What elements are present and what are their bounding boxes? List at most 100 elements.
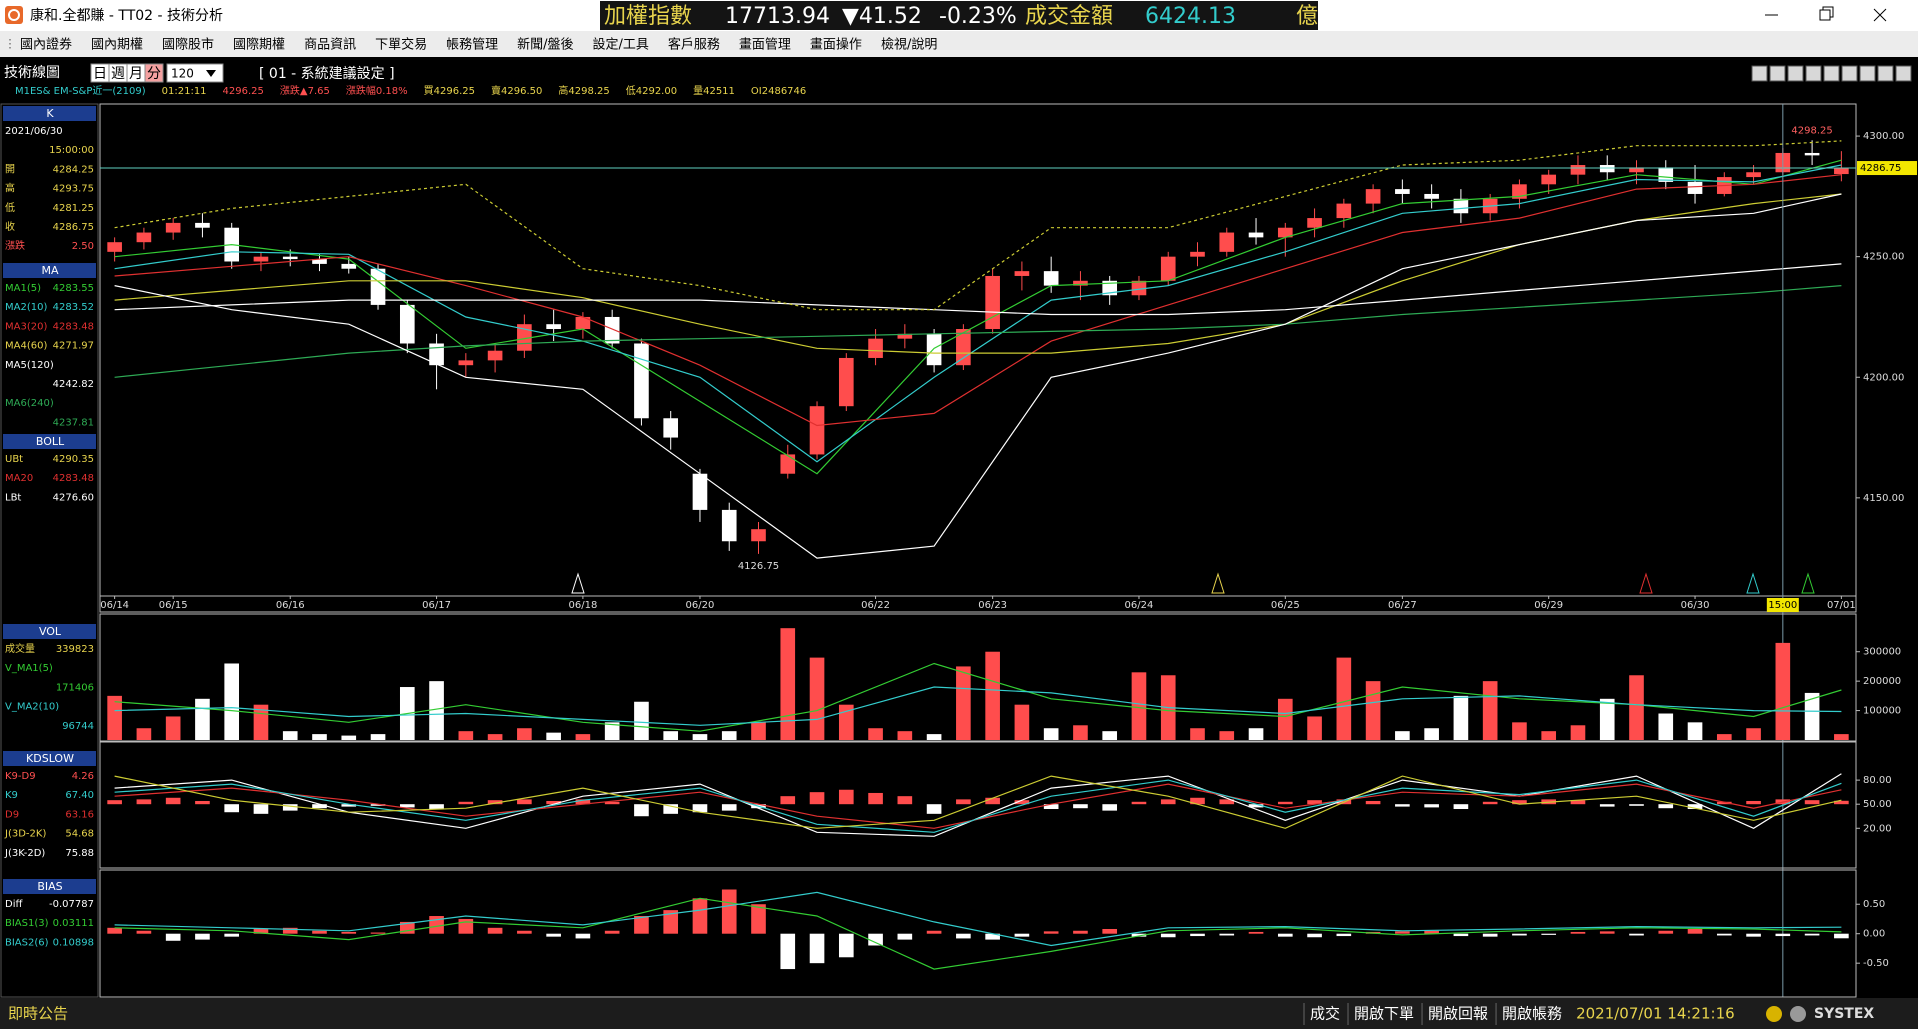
tool-icon[interactable] bbox=[1805, 65, 1822, 82]
bar bbox=[838, 704, 854, 740]
bar bbox=[1804, 933, 1820, 936]
bar bbox=[1014, 704, 1030, 740]
candle-body bbox=[1307, 218, 1322, 228]
side-value: 4293.75 bbox=[53, 184, 94, 195]
tool-icon[interactable] bbox=[1769, 65, 1786, 82]
restore-button[interactable] bbox=[1804, 2, 1848, 29]
index-value: 17713.94 bbox=[725, 4, 830, 29]
menu-item[interactable]: 新聞/盤後 bbox=[517, 37, 573, 53]
menu-item[interactable]: 畫面操作 bbox=[810, 37, 862, 53]
bar bbox=[107, 800, 122, 805]
bar bbox=[370, 804, 386, 806]
menu-item[interactable]: 國內期權 bbox=[91, 38, 143, 53]
bar bbox=[1131, 672, 1147, 740]
close-button[interactable] bbox=[1860, 2, 1910, 29]
candle-body bbox=[721, 509, 737, 542]
menu-item[interactable]: 下單交易 bbox=[375, 37, 427, 53]
side-label: BIAS2(6) bbox=[5, 937, 49, 948]
candle-body bbox=[1131, 280, 1147, 296]
bar bbox=[1687, 722, 1703, 740]
bar bbox=[1541, 731, 1557, 740]
period-label[interactable]: 日 bbox=[93, 66, 107, 82]
side-label: 成交量 bbox=[5, 642, 35, 655]
menu-item[interactable]: 商品資訊 bbox=[304, 38, 356, 53]
menu-item[interactable]: 檢視/說明 bbox=[881, 37, 937, 53]
period-button[interactable] bbox=[144, 63, 164, 83]
count-select[interactable] bbox=[166, 63, 224, 83]
tool-icon[interactable] bbox=[1787, 65, 1804, 82]
y-tick-label: 0.00 bbox=[1863, 929, 1885, 940]
side-header-title: BOLL bbox=[36, 435, 65, 448]
candle-body bbox=[546, 324, 561, 330]
candle-body bbox=[1746, 172, 1761, 178]
menu-item[interactable]: 國際期權 bbox=[233, 38, 285, 53]
period-label[interactable]: 月 bbox=[129, 66, 143, 82]
x-tick-label: 06/14 bbox=[100, 600, 129, 611]
tool-icon[interactable] bbox=[1895, 65, 1912, 82]
side-label: MA4(60) bbox=[5, 341, 47, 352]
tool-icon[interactable] bbox=[1751, 65, 1768, 82]
restore-hit[interactable] bbox=[1804, 2, 1848, 29]
bar bbox=[341, 735, 357, 740]
period-label[interactable]: 週 bbox=[111, 66, 125, 82]
toolbar-tab: 技術線圖 bbox=[4, 65, 60, 81]
select-arrow bbox=[206, 70, 216, 77]
bar bbox=[1014, 800, 1030, 805]
panel-frame bbox=[99, 613, 1857, 742]
count-value[interactable]: 120 bbox=[171, 67, 194, 81]
quote-field: 賣4296.50 bbox=[491, 84, 542, 97]
side-label: MA1(5) bbox=[5, 283, 41, 294]
index-change-pct: -0.23% bbox=[939, 4, 1017, 29]
bar bbox=[370, 932, 386, 934]
bar bbox=[1804, 800, 1820, 805]
side-value: 2.50 bbox=[72, 241, 94, 252]
menu-item[interactable]: 客戶服務 bbox=[668, 37, 720, 53]
menu-item[interactable]: 帳務管理 bbox=[446, 38, 498, 53]
side-label: 低 bbox=[5, 201, 15, 214]
bar bbox=[1336, 657, 1352, 740]
brand-label: SYSTEX bbox=[1814, 1006, 1874, 1022]
bar bbox=[868, 728, 883, 740]
bar bbox=[838, 933, 854, 958]
tool-icon[interactable] bbox=[1823, 65, 1840, 82]
status-action[interactable]: 開啟帳務 bbox=[1502, 1005, 1562, 1023]
bar bbox=[195, 698, 210, 740]
notice-label[interactable]: 即時公告 bbox=[8, 1005, 68, 1023]
menu-item[interactable]: 國際股市 bbox=[162, 37, 214, 53]
menu-item[interactable]: 設定/工具 bbox=[593, 37, 649, 53]
bar bbox=[1482, 801, 1498, 805]
bar bbox=[546, 732, 561, 740]
status-action[interactable]: 成交 bbox=[1310, 1005, 1340, 1023]
close-hit[interactable] bbox=[1860, 2, 1910, 29]
signal-marker bbox=[1211, 572, 1225, 594]
tool-icon[interactable] bbox=[1841, 65, 1858, 82]
menu-item[interactable]: 畫面管理 bbox=[739, 38, 791, 53]
tool-icon[interactable] bbox=[1877, 65, 1894, 82]
minimize-button[interactable] bbox=[1750, 2, 1794, 29]
tool-icon[interactable] bbox=[1859, 65, 1876, 82]
bar bbox=[1834, 933, 1849, 939]
side-label: V_MA2(10) bbox=[5, 702, 59, 713]
bar bbox=[1248, 931, 1264, 934]
bar bbox=[1599, 698, 1615, 740]
status-action[interactable]: 開啟下單 bbox=[1354, 1005, 1414, 1023]
bar bbox=[1687, 928, 1703, 934]
bar bbox=[1131, 801, 1147, 805]
indicator-line bbox=[114, 775, 1842, 829]
bar bbox=[956, 799, 971, 805]
side-header-title: MA bbox=[41, 264, 58, 277]
side-value: 4284.25 bbox=[53, 164, 94, 175]
candle-body bbox=[1073, 280, 1088, 286]
bar bbox=[897, 731, 913, 740]
bar bbox=[692, 804, 708, 813]
menu-item[interactable]: 國內證券 bbox=[20, 37, 72, 53]
cursor-tag bbox=[1766, 598, 1799, 612]
status-action[interactable]: 開啟回報 bbox=[1428, 1005, 1488, 1023]
candle-body bbox=[1687, 181, 1703, 194]
candle-body bbox=[663, 418, 679, 438]
side-value: 4.26 bbox=[72, 771, 94, 782]
period-label[interactable]: 分 bbox=[147, 66, 161, 82]
quote-field: 低4292.00 bbox=[626, 84, 677, 97]
candle-body bbox=[487, 350, 503, 361]
